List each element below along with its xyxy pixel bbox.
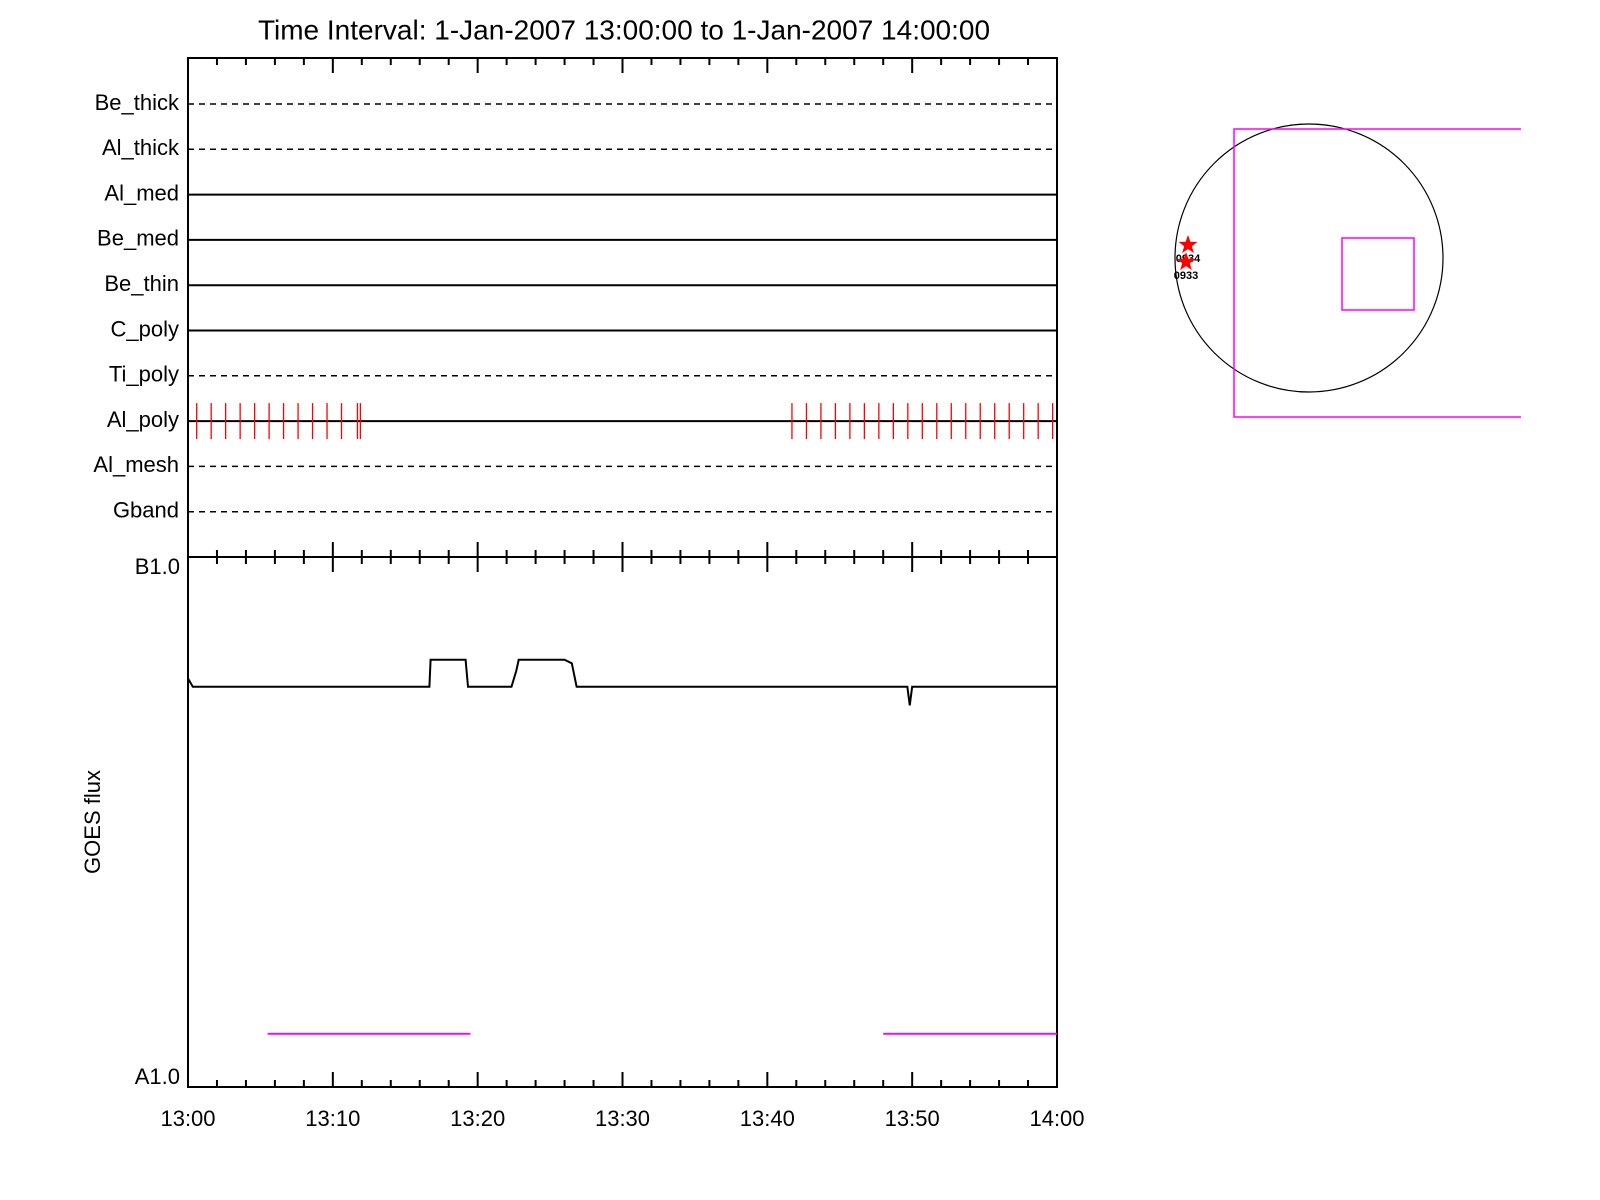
- channel-label: Be_med: [97, 226, 179, 251]
- top-frame: [187, 57, 1058, 558]
- channel-label: Gband: [113, 498, 179, 523]
- channel-label: Al_mesh: [93, 452, 179, 477]
- title: Time Interval: 1-Jan-2007 13:00:00 to 1-…: [258, 14, 990, 45]
- channel-label: Ti_poly: [109, 362, 179, 387]
- channel-label: Be_thin: [104, 271, 179, 296]
- x-tick-label: 13:40: [740, 1106, 795, 1131]
- channel-label: Al_med: [104, 180, 179, 205]
- ar-star: [1176, 252, 1196, 271]
- fov-box: [1233, 128, 1521, 418]
- y-tick-label: B1.0: [135, 554, 180, 579]
- x-tick-label: 13:20: [450, 1106, 505, 1131]
- x-tick-label: 13:00: [160, 1106, 215, 1131]
- x-tick-label: 13:10: [305, 1106, 360, 1131]
- x-tick-label: 13:30: [595, 1106, 650, 1131]
- ar-label: 0933: [1174, 270, 1198, 282]
- ar-star: [1178, 235, 1198, 254]
- fov-small: [1341, 237, 1415, 311]
- x-tick-label: 14:00: [1029, 1106, 1084, 1131]
- bottom-frame: [187, 556, 1058, 1088]
- solar-disk: [1174, 123, 1444, 393]
- channel-label: C_poly: [111, 316, 179, 341]
- y-tick-label: A1.0: [135, 1064, 180, 1089]
- flux-line: [187, 658, 1057, 706]
- channel-label: Be_thick: [95, 90, 180, 115]
- x-tick-label: 13:50: [885, 1106, 940, 1131]
- channel-label: Al_poly: [107, 407, 179, 432]
- y-axis-label: GOES flux: [80, 770, 105, 874]
- channel-label: Al_thick: [102, 135, 180, 160]
